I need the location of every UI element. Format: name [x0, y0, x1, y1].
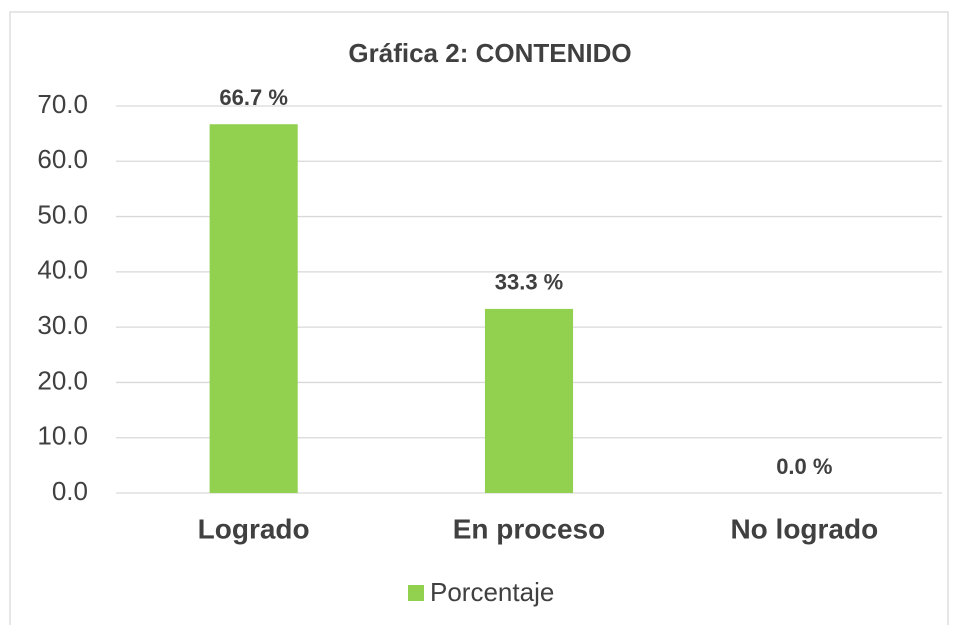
bar: [484, 308, 574, 493]
y-tick-label: 60.0: [37, 144, 88, 174]
data-label: 0.0 %: [776, 454, 832, 479]
x-tick-label: En proceso: [453, 513, 605, 544]
y-tick-label: 30.0: [37, 310, 88, 340]
y-tick-label: 10.0: [37, 421, 88, 451]
legend-label: Porcentaje: [430, 577, 554, 607]
y-tick-label: 40.0: [37, 255, 88, 285]
y-tick-label: 70.0: [37, 89, 88, 119]
chart-title: Gráfica 2: CONTENIDO: [348, 38, 631, 68]
data-label: 66.7 %: [219, 85, 288, 110]
y-tick-label: 20.0: [37, 365, 88, 395]
data-label: 33.3 %: [495, 270, 564, 295]
y-tick-label: 0.0: [52, 476, 88, 506]
x-tick-label: Logrado: [198, 513, 310, 544]
legend-swatch: [408, 585, 424, 601]
chart-border: [9, 11, 949, 625]
bar: [209, 124, 298, 493]
x-tick-label: No logrado: [730, 513, 878, 544]
y-tick-label: 50.0: [37, 199, 88, 229]
